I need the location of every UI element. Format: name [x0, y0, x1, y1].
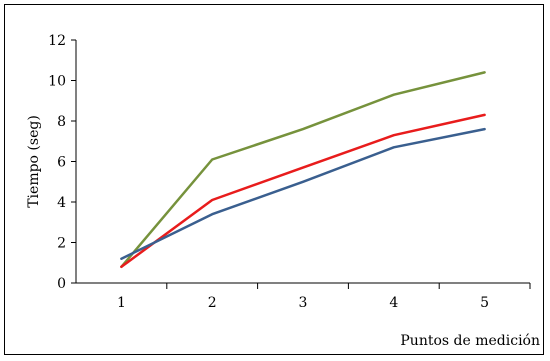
x-tick-label: 4 — [389, 295, 398, 311]
x-tick-label: 5 — [480, 295, 489, 311]
x-axis-title: Puntos de medición — [400, 333, 540, 349]
x-tick-label: 3 — [299, 295, 308, 311]
y-tick-label: 10 — [48, 74, 66, 90]
y-tick-label: 6 — [57, 155, 66, 171]
y-axis-title: Tiempo (seg) — [26, 115, 42, 208]
series-line-1 — [120, 71, 486, 269]
y-tick-label: 2 — [57, 236, 66, 252]
series-line-2 — [120, 113, 486, 269]
y-tick-label: 8 — [57, 114, 66, 130]
x-tick-label: 2 — [208, 295, 217, 311]
series-group — [120, 71, 486, 269]
x-tick-label: 1 — [117, 295, 126, 311]
x-ticks: 1 2 3 4 5 — [117, 283, 531, 311]
y-ticks: 0 2 4 6 8 10 12 — [48, 33, 76, 292]
chart-frame — [4, 4, 544, 355]
series-line-3 — [120, 127, 486, 260]
y-tick-label: 4 — [57, 195, 66, 211]
y-tick-label: 12 — [48, 33, 66, 49]
y-tick-label: 0 — [57, 276, 66, 292]
